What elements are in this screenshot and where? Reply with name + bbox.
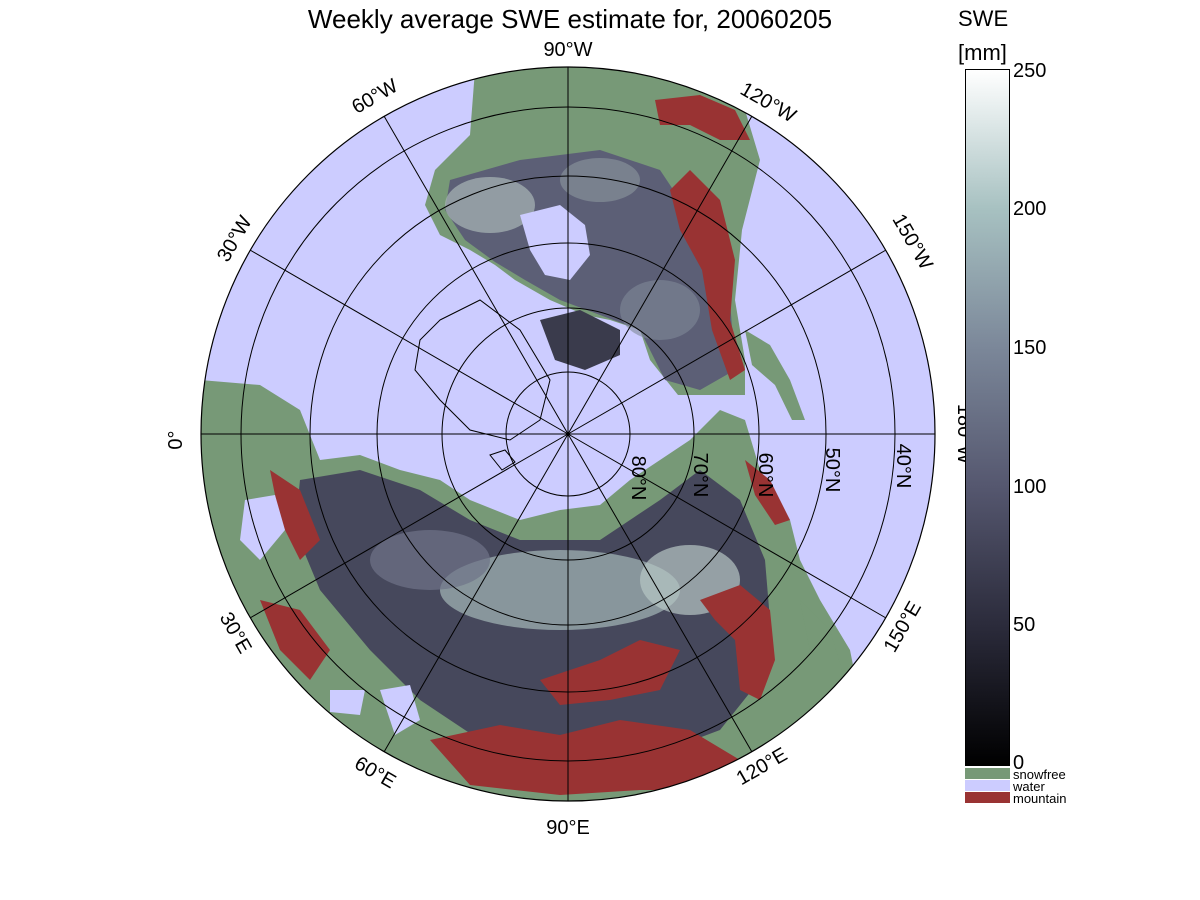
lat-label-40n: 40°N — [892, 444, 914, 489]
lon-label-90w: 90°W — [543, 39, 592, 61]
lat-label-60n: 60°N — [754, 453, 776, 498]
swe-colorbar — [965, 69, 1010, 766]
colorbar-tick-250: 250 — [1013, 60, 1047, 82]
north-america-deep-snow — [445, 177, 535, 233]
meridian-60e — [383, 433, 569, 753]
alaska-peninsula — [745, 330, 805, 420]
baltic-sea — [240, 495, 285, 560]
central-asia-mountains — [540, 640, 680, 705]
legend-snowfree-label: snowfree — [1013, 767, 1066, 782]
meridian-150e — [567, 433, 887, 619]
lon-label-150w: 150°W — [888, 210, 937, 273]
meridian-150w — [567, 249, 887, 435]
greenland — [414, 299, 551, 441]
canadian-islands — [540, 310, 620, 370]
colorbar-title-unit: [mm] — [958, 40, 1007, 65]
colorbar-title-swe: SWE — [958, 6, 1009, 31]
japan — [800, 600, 845, 690]
map-title: Weekly average SWE estimate for, 2006020… — [307, 4, 833, 34]
himalaya-mountains — [430, 720, 740, 795]
colorbar-tick-0: 0 — [1013, 752, 1025, 774]
scandinavia-mountains — [270, 470, 320, 560]
east-asia-mountains — [700, 585, 775, 700]
lon-label-60e: 60°E — [351, 752, 400, 793]
colorbar-tick-50: 50 — [1013, 614, 1036, 636]
meridian-120e — [567, 433, 753, 753]
meridian-120w — [567, 115, 753, 435]
colorbar-tick-150: 150 — [1013, 337, 1047, 359]
colorbar-tick-100: 100 — [1013, 476, 1047, 498]
lat-label-70n: 70°N — [689, 453, 711, 498]
alaska-range — [655, 95, 750, 140]
map-disk — [201, 67, 935, 801]
colorbar-tick-200: 200 — [1013, 198, 1047, 220]
kamchatka — [745, 460, 790, 525]
meridian-30w — [249, 249, 569, 435]
svalbard — [489, 449, 516, 471]
legend-mountain-label: mountain — [1013, 791, 1067, 806]
legend-water-label: water — [1013, 779, 1045, 794]
siberia-deep-snow — [440, 550, 680, 630]
north-america-snow-patch — [560, 158, 640, 202]
lat-label-50n: 50°N — [821, 448, 843, 493]
caspian-sea — [380, 685, 420, 735]
meridian-30e — [249, 433, 569, 619]
water-swatch — [965, 780, 1010, 791]
mountain-swatch — [965, 792, 1010, 803]
meridian-60w — [383, 115, 569, 435]
hudson-bay — [520, 205, 590, 280]
lon-label-90e: 90°E — [546, 817, 590, 839]
snowfree-swatch — [965, 768, 1010, 779]
lat-label-80n: 80°N — [627, 456, 649, 501]
black-sea — [330, 690, 365, 715]
russia-snow-patch — [370, 530, 490, 590]
map-border — [200, 66, 936, 802]
alps-mountains — [260, 600, 330, 680]
north-america-snow-patch — [620, 280, 700, 340]
lon-label-0: 0° — [165, 430, 187, 449]
graticule — [201, 67, 935, 801]
